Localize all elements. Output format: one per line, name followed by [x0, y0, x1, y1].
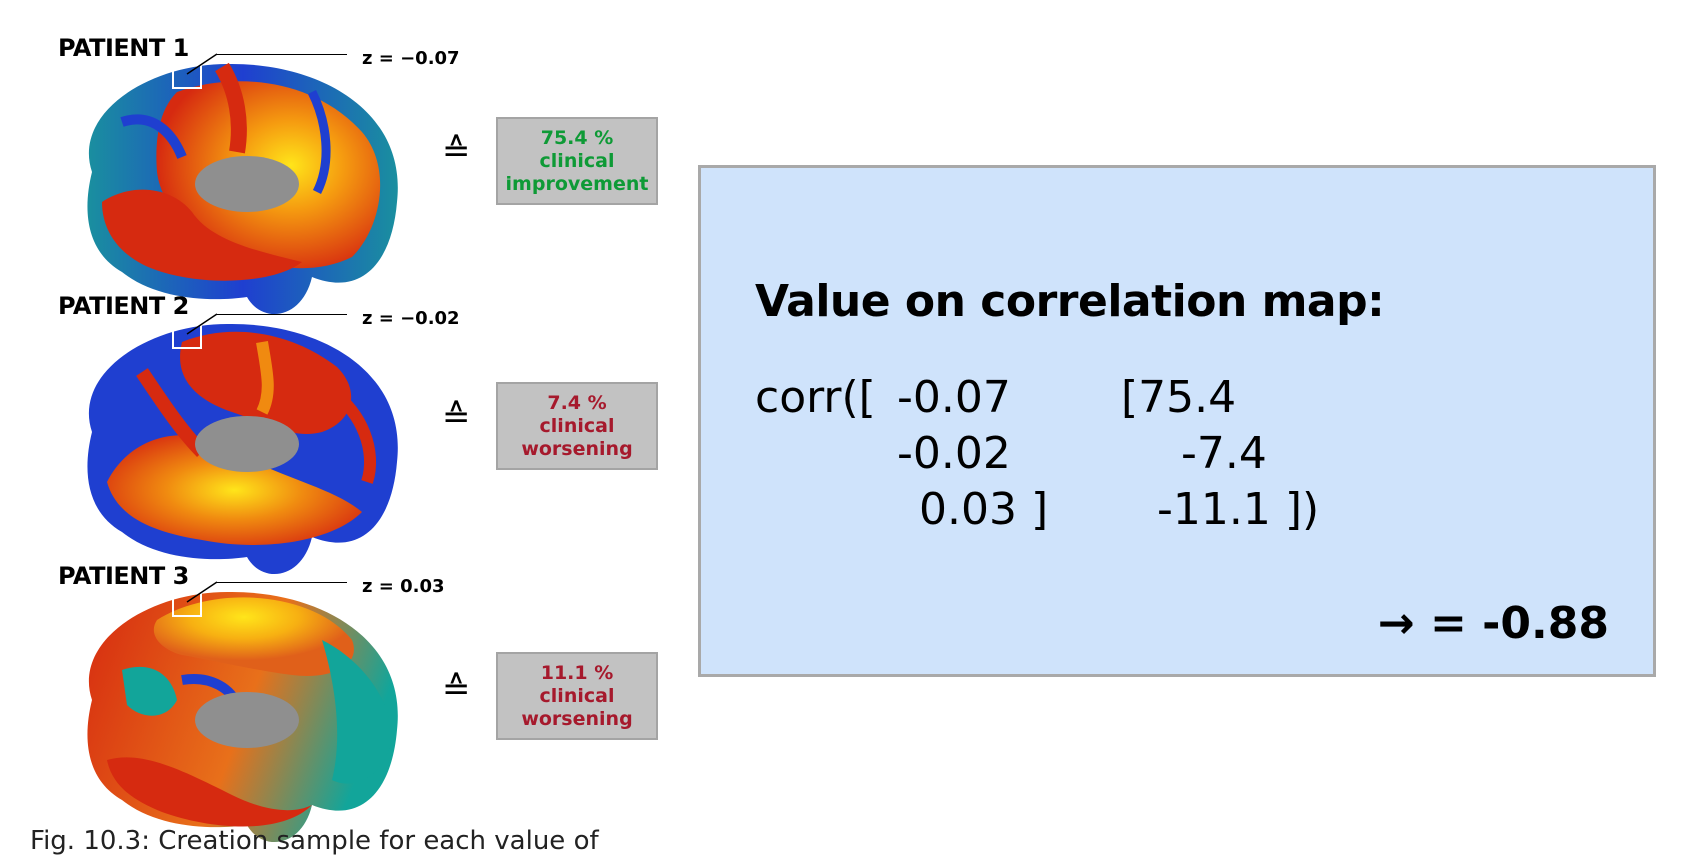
patient-2-brain-map	[87, 313, 398, 575]
patient-1-leader-line	[217, 54, 347, 55]
patient-1-label: PATIENT 1	[58, 34, 189, 62]
z-value-1: -0.07	[897, 372, 1011, 423]
patient-2-outcome-line1: clinical	[539, 414, 615, 437]
patient-2-correspondence-symbol: ≙	[442, 397, 471, 437]
patient-3-brain-map	[87, 581, 398, 843]
z-value-3: 0.03 ]	[919, 484, 1049, 535]
outcome-value-2: -7.4	[1181, 428, 1267, 479]
patient-1-outcome-box: 75.4 % clinical improvement	[496, 117, 658, 205]
patient-3-leader-line	[217, 582, 347, 583]
patient-1-correspondence-symbol: ≙	[442, 131, 471, 171]
patient-1-outcome-line2: improvement	[505, 172, 649, 195]
outcome-value-1: [75.4	[1121, 372, 1237, 423]
patient-3-outcome-value: 11.1 %	[540, 661, 614, 684]
patient-3-correspondence-symbol: ≙	[442, 669, 471, 709]
patient-2-leader-line	[217, 314, 347, 315]
z-value-2: -0.02	[897, 428, 1011, 479]
patient-2-outcome-box: 7.4 % clinical worsening	[496, 382, 658, 470]
panel-title: Value on correlation map:	[755, 276, 1385, 327]
patient-3-outcome-line1: clinical	[539, 684, 615, 707]
patient-2-outcome-line2: worsening	[521, 437, 633, 460]
corr-function-label: corr([	[755, 372, 876, 423]
patient-1-outcome-value: 75.4 %	[540, 126, 614, 149]
patient-3-z-value: z = 0.03	[362, 576, 445, 597]
patient-3-outcome-line2: worsening	[521, 707, 633, 730]
correlation-panel: Value on correlation map: corr([ -0.07 -…	[698, 165, 1656, 677]
patient-2-outcome-value: 7.4 %	[547, 391, 607, 414]
patient-3-label: PATIENT 3	[58, 562, 189, 590]
figure-caption-fragment: Fig. 10.3: Creation sample for each valu…	[30, 826, 599, 856]
patient-2-z-value: z = −0.02	[362, 308, 460, 329]
outcome-value-3: -11.1 ])	[1157, 484, 1320, 535]
patient-1-z-value: z = −0.07	[362, 48, 460, 69]
patient-3-outcome-box: 11.1 % clinical worsening	[496, 652, 658, 740]
patient-2-label: PATIENT 2	[58, 292, 189, 320]
patient-1-outcome-line1: clinical	[539, 149, 615, 172]
patient-1-brain-map	[87, 53, 398, 315]
correlation-result: → = -0.88	[1377, 598, 1609, 649]
